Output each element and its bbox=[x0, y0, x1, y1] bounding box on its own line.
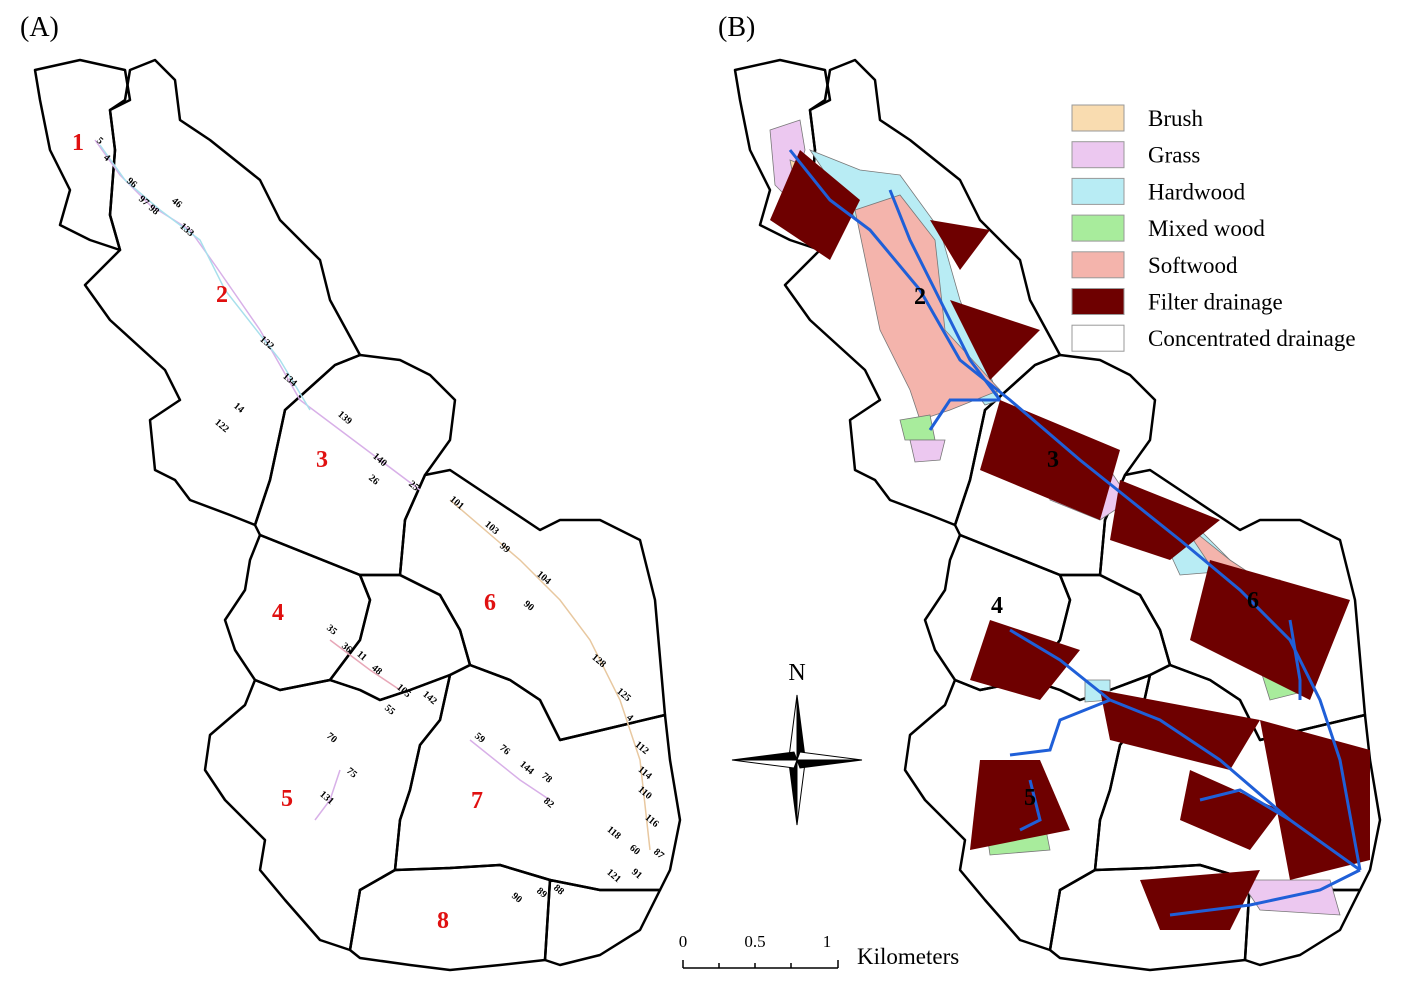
segment-label: 142 bbox=[420, 689, 439, 707]
segment-label: 87 bbox=[651, 847, 666, 862]
segment-label: 97 bbox=[136, 194, 151, 209]
segment-label: 116 bbox=[643, 812, 661, 830]
subbasin-number: 8 bbox=[437, 908, 449, 934]
segment-label: 82 bbox=[541, 796, 556, 811]
segment-label: 103 bbox=[482, 519, 501, 537]
segment-label: 78 bbox=[539, 771, 554, 786]
legend-swatch bbox=[1072, 142, 1124, 168]
segment-label: 14 bbox=[231, 401, 246, 416]
segment-label: 5 bbox=[94, 135, 105, 147]
figure: (A)(B)1234567854969798461331321341221413… bbox=[0, 0, 1407, 991]
subbasin-number: 3 bbox=[316, 447, 328, 473]
segment-label: 114 bbox=[636, 764, 654, 782]
segment-label: 26 bbox=[366, 473, 381, 488]
segment-label: 118 bbox=[605, 824, 623, 842]
legend-swatch bbox=[1072, 215, 1124, 241]
segment-label: 90 bbox=[509, 891, 524, 906]
scale-bar bbox=[683, 960, 838, 968]
segment-label: 75 bbox=[344, 766, 359, 781]
segment-label: 48 bbox=[369, 663, 384, 678]
subbasin-number: 7 bbox=[471, 788, 483, 814]
segment-label: 140 bbox=[370, 451, 389, 469]
panel-label: (B) bbox=[718, 12, 755, 43]
segment-label: 144 bbox=[517, 759, 536, 777]
subbasin-number: 2 bbox=[914, 284, 926, 310]
segment-label: 76 bbox=[497, 743, 512, 758]
legend-label: Concentrated drainage bbox=[1148, 326, 1356, 351]
legend-swatch bbox=[1072, 178, 1124, 204]
legend-swatch bbox=[1072, 325, 1124, 351]
subbasin-number: 5 bbox=[281, 786, 293, 812]
segment-label: 46 bbox=[169, 196, 184, 211]
subbasin-number: 6 bbox=[484, 590, 496, 616]
panel-a-streams bbox=[95, 140, 650, 850]
segment-label: 121 bbox=[604, 867, 623, 885]
subbasin-number: 4 bbox=[272, 600, 284, 626]
scale-tick-label: 0 bbox=[679, 932, 688, 951]
panel-label: (A) bbox=[20, 12, 59, 43]
legend-label: Filter drainage bbox=[1148, 290, 1283, 315]
subbasin-number: 5 bbox=[1024, 785, 1036, 811]
segment-label: 36 bbox=[339, 641, 354, 656]
legend-swatch bbox=[1072, 252, 1124, 278]
compass-label: N bbox=[788, 660, 805, 686]
subbasin-number: 3 bbox=[1047, 447, 1059, 473]
segment-label: 70 bbox=[324, 731, 339, 746]
segment-label: 122 bbox=[212, 417, 231, 435]
segment-label: 35 bbox=[324, 623, 339, 638]
compass bbox=[732, 695, 862, 825]
panel-b bbox=[735, 60, 1380, 970]
segment-label: 125 bbox=[614, 686, 633, 704]
segment-label: 88 bbox=[551, 883, 566, 898]
panel-a-boundaries bbox=[35, 60, 680, 970]
scale-tick-label: 0.5 bbox=[744, 932, 765, 951]
legend-label: Mixed wood bbox=[1148, 216, 1265, 241]
segment-label: 55 bbox=[382, 703, 397, 718]
segment-label: 132 bbox=[257, 334, 276, 352]
legend-label: Brush bbox=[1148, 106, 1203, 131]
segment-label: 60 bbox=[627, 843, 642, 858]
segment-label: 128 bbox=[589, 652, 608, 670]
legend-label: Softwood bbox=[1148, 253, 1238, 278]
segment-label: 98 bbox=[146, 203, 161, 218]
segment-label: 101 bbox=[447, 494, 466, 512]
scale-tick-label: 1 bbox=[823, 932, 832, 951]
legend-label: Grass bbox=[1148, 143, 1200, 168]
segment-label: 112 bbox=[633, 739, 651, 757]
segment-label: 11 bbox=[354, 649, 368, 664]
legend-label: Hardwood bbox=[1148, 179, 1246, 204]
legend-swatch bbox=[1072, 105, 1124, 131]
legend-swatch bbox=[1072, 289, 1124, 315]
segment-label: 91 bbox=[629, 867, 644, 882]
subbasin-number: 2 bbox=[216, 282, 228, 308]
segment-label: 96 bbox=[124, 176, 139, 191]
segment-label: 110 bbox=[636, 784, 654, 802]
subbasin-number: 4 bbox=[991, 593, 1003, 619]
segment-label: 89 bbox=[534, 886, 549, 901]
segment-label: 139 bbox=[335, 409, 354, 427]
segment-label: 104 bbox=[534, 569, 553, 587]
scale-unit: Kilometers bbox=[857, 944, 959, 969]
subbasin-number: 6 bbox=[1247, 588, 1259, 614]
segment-label: 90 bbox=[521, 599, 536, 614]
subbasin-number: 1 bbox=[72, 130, 84, 156]
segment-label: 105 bbox=[394, 682, 413, 700]
